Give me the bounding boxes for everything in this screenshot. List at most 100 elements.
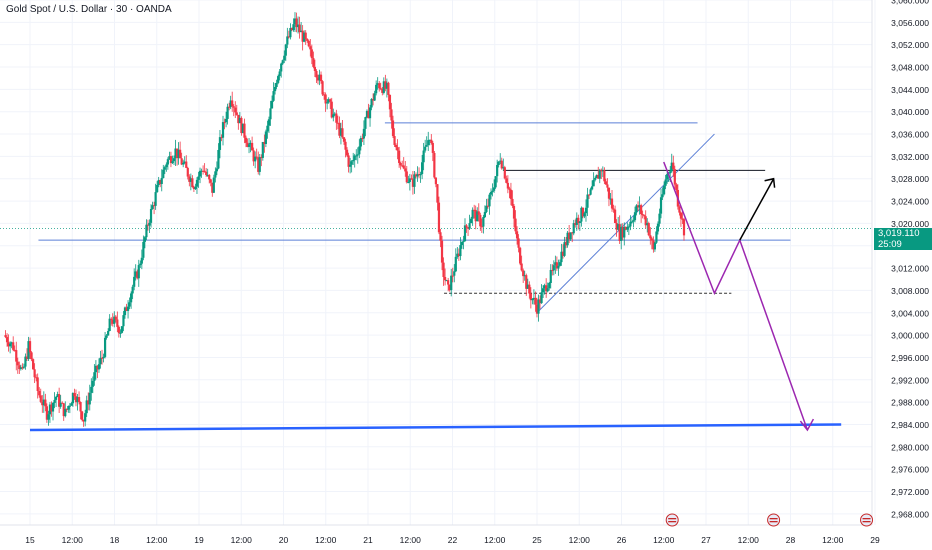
candle-body: [200, 170, 203, 172]
last-price-value: 3,019.110: [878, 228, 920, 239]
projection-arrows: [663, 161, 815, 432]
price-tick-label: 3,028.000: [891, 174, 929, 184]
price-tick-label: 2,984.000: [891, 420, 929, 430]
candle-body: [445, 280, 448, 282]
candle-body: [162, 169, 165, 178]
candle-body: [447, 280, 450, 285]
candle-body: [313, 66, 317, 72]
candle-body: [485, 205, 488, 212]
time-axis[interactable]: 15 12:00 18 12:00 19 12:00 20 12:00 21 12:00 22 12:…: [0, 524, 880, 545]
candle-body: [624, 226, 627, 230]
candle-body: [234, 107, 237, 113]
time-tick-label: 28: [786, 535, 796, 545]
time-tick-label: 20: [279, 535, 289, 545]
candle-body: [566, 232, 569, 246]
candle-body: [617, 224, 620, 230]
candle-body: [267, 119, 271, 126]
candle-body: [65, 408, 68, 410]
candle-body: [197, 176, 200, 180]
candle-body: [240, 117, 243, 134]
time-tick-label: 21: [363, 535, 373, 545]
candle-body: [627, 226, 630, 228]
price-tick-label: 2,980.000: [891, 442, 929, 452]
candle-body: [442, 262, 445, 277]
candle-body: [364, 117, 367, 129]
candle-body: [474, 209, 477, 222]
flag-stripe: [769, 518, 778, 520]
candle-body: [275, 82, 278, 87]
candle-body: [594, 177, 597, 180]
candle-body: [91, 380, 94, 387]
candle-body: [512, 205, 516, 219]
candle-body: [278, 71, 281, 77]
flag-stripe: [668, 518, 677, 520]
candle-body: [673, 169, 676, 185]
candle-body: [488, 194, 491, 207]
event-markers[interactable]: [665, 513, 874, 527]
candle-body: [209, 179, 212, 183]
candle-body: [307, 40, 310, 47]
candle-body: [341, 128, 344, 138]
price-axis[interactable]: 3,060.000 3,056.000 3,052.000 3,048.000 3,04…: [871, 0, 929, 525]
candle-body: [154, 192, 157, 206]
candle-body: [146, 224, 150, 226]
candle-body: [39, 395, 42, 402]
candle-body: [368, 107, 372, 119]
us-flag-event-icon[interactable]: [767, 513, 781, 527]
candle-body: [84, 413, 87, 422]
candle-body: [264, 131, 267, 144]
candle-body: [117, 326, 120, 334]
candle-body: [103, 337, 107, 357]
candle-body: [630, 221, 634, 223]
grid: [0, 0, 876, 525]
candle-body: [272, 91, 275, 101]
candle-body: [514, 218, 517, 232]
candle-body: [411, 179, 415, 187]
candle-body: [192, 187, 196, 190]
candle-body: [681, 218, 684, 220]
candle-body: [509, 189, 513, 199]
candle-body: [136, 271, 139, 279]
candle-body: [679, 212, 683, 219]
candle-body: [525, 275, 528, 289]
candle-body: [284, 44, 287, 56]
price-tick-label: 2,988.000: [891, 398, 929, 408]
candle-body: [157, 180, 160, 186]
candle-body: [522, 270, 525, 277]
candle-body: [226, 106, 229, 119]
candle-body: [439, 232, 442, 241]
candle-body: [564, 242, 568, 246]
candle-body: [281, 60, 284, 64]
candle-body: [620, 226, 623, 241]
candle-body: [25, 356, 29, 359]
candle-body: [436, 184, 439, 203]
candle-body: [324, 94, 327, 104]
candle-body: [18, 365, 21, 370]
candle-body: [329, 99, 332, 102]
candle-body: [130, 293, 133, 303]
candle-body: [318, 74, 321, 81]
candle-body: [482, 217, 485, 227]
candle-body: [4, 335, 7, 338]
candle-body: [468, 223, 471, 229]
price-tick-label: 2,996.000: [891, 353, 929, 363]
candle-body: [574, 223, 577, 225]
us-flag-event-icon[interactable]: [665, 513, 679, 527]
candle-body: [293, 18, 297, 25]
candles: [4, 12, 686, 427]
candle-body: [122, 315, 125, 327]
candle-body: [480, 226, 483, 228]
candle-body: [255, 156, 258, 158]
candle-body: [666, 174, 669, 180]
candle-body: [532, 297, 536, 300]
candle-body: [31, 359, 35, 370]
candle-body: [456, 253, 459, 257]
support-line: [29, 423, 842, 432]
candle-body: [30, 352, 33, 360]
us-flag-event-icon[interactable]: [860, 513, 874, 527]
candle-body: [82, 419, 85, 422]
candle-body: [462, 241, 465, 243]
candle-body: [266, 125, 269, 132]
candle-body: [50, 404, 53, 412]
